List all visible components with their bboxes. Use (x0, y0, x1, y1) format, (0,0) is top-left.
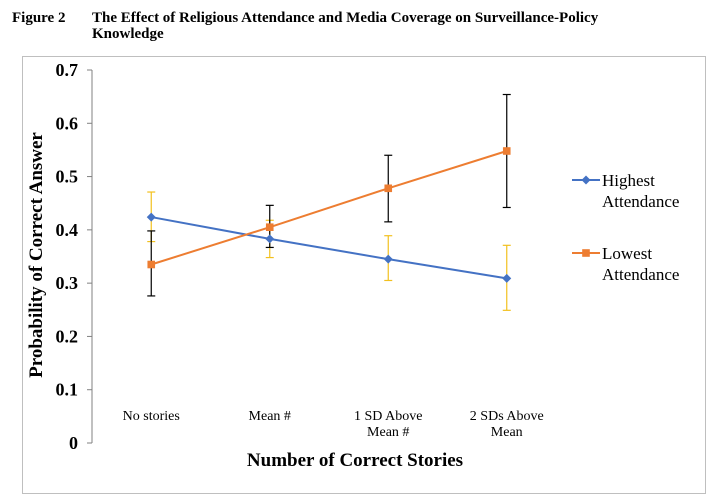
data-point (383, 254, 393, 264)
y-tick-label: 0.1 (56, 380, 79, 400)
legend-label: Attendance (602, 265, 679, 284)
x-tick-label: No stories (123, 409, 180, 424)
x-tick-label: Mean (491, 425, 523, 440)
y-tick-label: 0.7 (56, 60, 79, 80)
legend-marker (581, 175, 591, 185)
data-point (265, 234, 275, 244)
data-point (502, 147, 511, 155)
y-axis: 0 0.1 0.2 0.3 0.4 0.5 0.6 0.7 (56, 60, 93, 453)
data-point (502, 273, 512, 283)
data-point (265, 223, 274, 231)
data-point (146, 212, 156, 222)
figure-title-line2: Knowledge (92, 26, 164, 42)
chart-frame (22, 56, 706, 494)
y-tick-label: 0.6 (56, 113, 79, 133)
figure-number: Figure 2 (12, 10, 66, 26)
y-tick-label: 0.2 (56, 326, 79, 346)
x-tick-label: 2 SDs Above (470, 409, 544, 424)
data-point (384, 184, 393, 193)
x-tick-label: Mean # (367, 425, 409, 440)
y-axis-title: Probability of Correct Answer (26, 132, 47, 378)
legend-marker (582, 249, 590, 257)
legend-label: Lowest (602, 244, 652, 263)
series-line-2 (150, 150, 508, 266)
x-axis-title: Number of Correct Stories (247, 450, 463, 471)
series-line-1 (151, 216, 507, 280)
y-tick-label: 0.5 (56, 167, 79, 187)
y-tick-label: 0 (69, 433, 78, 453)
figure-title: Figure 2 The Effect of Religious Attendan… (12, 10, 712, 42)
error-bars (147, 93, 511, 311)
legend-label: Highest (602, 171, 655, 190)
x-tick-label: 1 SD Above (354, 409, 422, 424)
series-lines (146, 147, 512, 283)
legend-label: Attendance (602, 192, 679, 211)
y-tick-label: 0.3 (56, 273, 79, 293)
data-point (147, 260, 156, 269)
x-tick-label: Mean # (249, 409, 291, 424)
legend: Highest Attendance Lowest Attendance (572, 171, 679, 284)
figure-title-line1: The Effect of Religious Attendance and M… (92, 10, 599, 26)
y-tick-label: 0.4 (56, 220, 79, 240)
